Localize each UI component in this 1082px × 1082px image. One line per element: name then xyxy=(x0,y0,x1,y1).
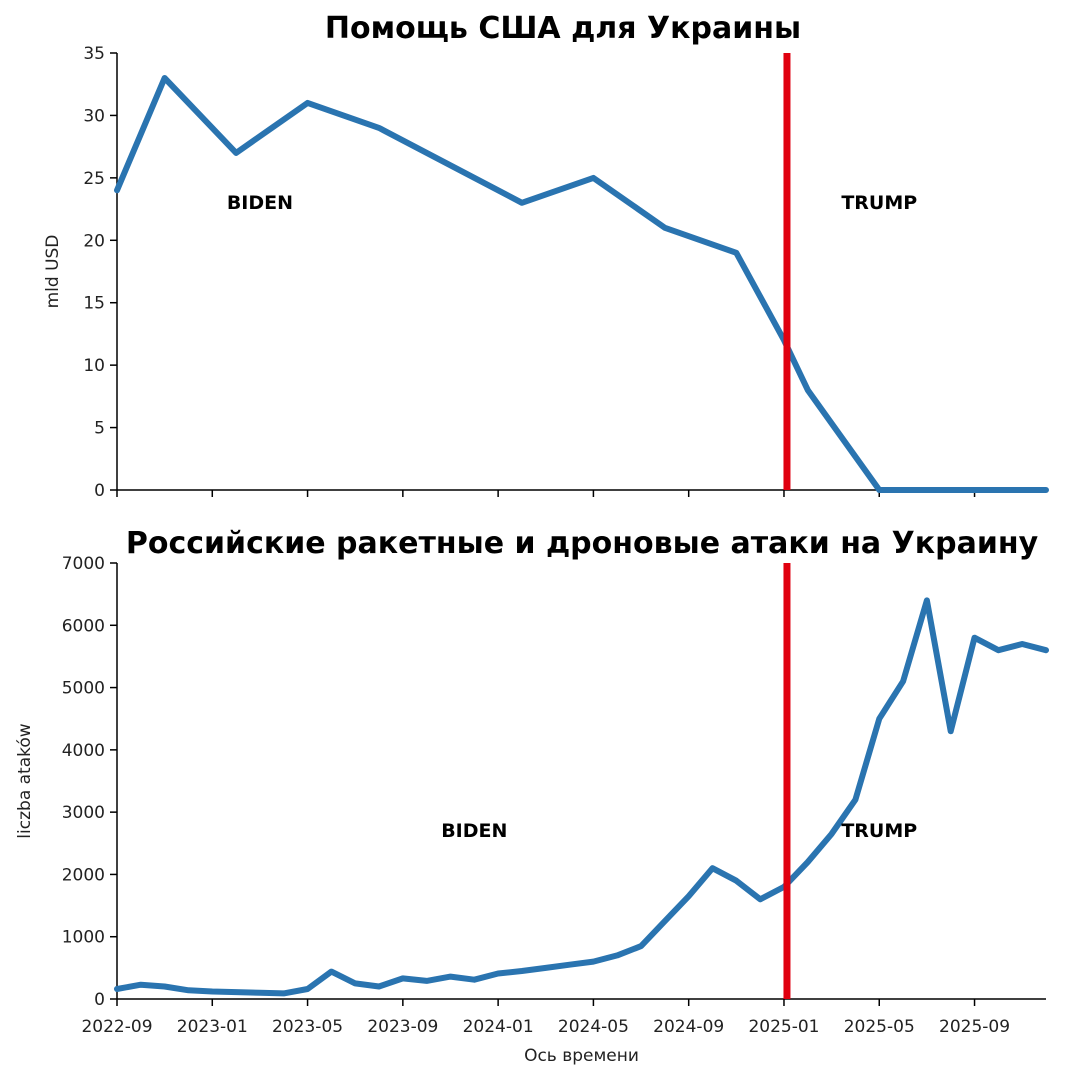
x-tick-label: 2022-09 xyxy=(81,1017,152,1037)
y-tick-label: 30 xyxy=(83,106,105,126)
y-tick-label: 6000 xyxy=(62,616,105,636)
y-tick-label: 7000 xyxy=(62,554,105,574)
y-tick-label: 20 xyxy=(83,231,105,251)
x-tick-label: 2024-01 xyxy=(463,1017,534,1037)
x-tick-label: 2025-05 xyxy=(844,1017,915,1037)
subplot-1: Помощь США для Украины 0 5 10 15 20 25 30 35 mld … xyxy=(43,11,1049,501)
x-tick-label: 2024-05 xyxy=(558,1017,629,1037)
annotation-biden: BIDEN xyxy=(441,820,507,842)
y-tick-label: 0 xyxy=(94,990,105,1010)
y-tick-label: 15 xyxy=(83,294,105,314)
y-tick-label: 5000 xyxy=(62,679,105,699)
x-tick-label: 2023-05 xyxy=(272,1017,343,1037)
subplot-2: Российские ракетные и дроновые атаки на … xyxy=(15,526,1049,1066)
y-tick-label: 1000 xyxy=(62,928,105,948)
y-axis-label: mld USD xyxy=(43,235,63,309)
chart-title: Помощь США для Украины xyxy=(325,11,801,46)
y-tick-label: 25 xyxy=(83,169,105,189)
annotation-trump: TRUMP xyxy=(841,820,917,842)
y-tick-label: 4000 xyxy=(62,741,105,761)
y-tick-label: 2000 xyxy=(62,865,105,885)
x-tick-label: 2024-09 xyxy=(653,1017,724,1037)
y-tick-label: 5 xyxy=(94,419,105,439)
y-axis-label: liczba ataków xyxy=(15,723,35,838)
y-tick-label: 0 xyxy=(94,481,105,501)
x-axis-label: Ось времени xyxy=(524,1046,639,1066)
x-tick-label: 2025-01 xyxy=(748,1017,819,1037)
y-tick-label: 35 xyxy=(83,44,105,64)
annotation-trump: TRUMP xyxy=(841,192,917,214)
series-line xyxy=(114,597,1049,997)
y-tick-label: 10 xyxy=(83,356,105,376)
x-tick-label: 2023-01 xyxy=(177,1017,248,1037)
x-tick-label: 2025-09 xyxy=(939,1017,1010,1037)
series-line xyxy=(114,75,1049,493)
x-tick-label: 2023-09 xyxy=(367,1017,438,1037)
annotation-biden: BIDEN xyxy=(227,192,293,214)
chart-title: Российские ракетные и дроновые атаки на … xyxy=(126,526,1039,561)
y-tick-label: 3000 xyxy=(62,803,105,823)
